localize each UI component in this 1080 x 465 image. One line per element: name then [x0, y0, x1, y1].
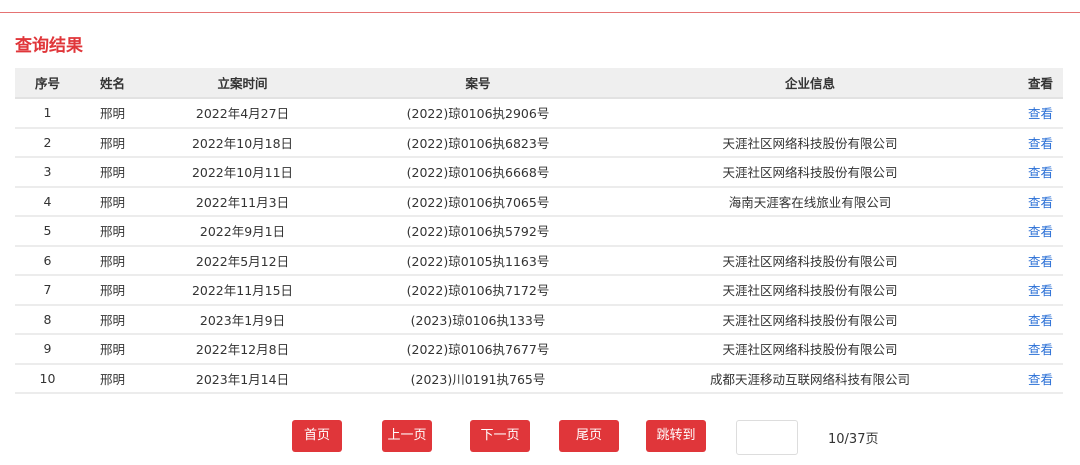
- view-link[interactable]: 查看: [1004, 334, 1063, 365]
- row-company: 天涯社区网络科技股份有限公司: [616, 304, 1004, 335]
- prev-page-button[interactable]: 上一页: [382, 420, 432, 452]
- header-name: 姓名: [80, 68, 145, 99]
- row-name: 邢明: [80, 245, 145, 276]
- row-company: 天涯社区网络科技股份有限公司: [616, 127, 1004, 158]
- row-date: 2023年1月14日: [145, 363, 340, 394]
- row-name: 邢明: [80, 157, 145, 188]
- row-no: 5: [15, 216, 80, 247]
- row-no: 9: [15, 334, 80, 365]
- row-name: 邢明: [80, 186, 145, 217]
- row-date: 2022年10月11日: [145, 157, 340, 188]
- table-row: 1 邢明 2022年4月27日 (2022)琼0106执2906号 查看: [15, 98, 1063, 129]
- row-company: [616, 98, 1004, 129]
- row-no: 2: [15, 127, 80, 158]
- row-company: 成都天涯移动互联网络科技有限公司: [616, 363, 1004, 394]
- row-name: 邢明: [80, 334, 145, 365]
- view-link[interactable]: 查看: [1004, 275, 1063, 306]
- table-row: 3 邢明 2022年10月11日 (2022)琼0106执6668号 天涯社区网络科技股…: [15, 157, 1063, 188]
- table-row: 6 邢明 2022年5月12日 (2022)琼0105执1163号 天涯社区网络科技股份…: [15, 245, 1063, 276]
- row-case-number: (2022)琼0105执1163号: [340, 245, 616, 276]
- jump-button[interactable]: 跳转到: [646, 420, 706, 452]
- row-no: 8: [15, 304, 80, 335]
- table-row: 9 邢明 2022年12月8日 (2022)琼0106执7677号 天涯社区网络科技股份…: [15, 334, 1063, 365]
- row-name: 邢明: [80, 216, 145, 247]
- row-name: 邢明: [80, 363, 145, 394]
- row-case-number: (2022)琼0106执6668号: [340, 157, 616, 188]
- row-case-number: (2022)琼0106执7172号: [340, 275, 616, 306]
- row-date: 2022年9月1日: [145, 216, 340, 247]
- row-company: 天涯社区网络科技股份有限公司: [616, 334, 1004, 365]
- row-date: 2022年5月12日: [145, 245, 340, 276]
- table-row: 5 邢明 2022年9月1日 (2022)琼0106执5792号 查看: [15, 216, 1063, 247]
- row-case-number: (2022)琼0106执7065号: [340, 186, 616, 217]
- row-case-number: (2022)琼0106执2906号: [340, 98, 616, 129]
- header-no: 序号: [15, 68, 80, 99]
- first-page-button[interactable]: 首页: [292, 420, 342, 452]
- row-company: 天涯社区网络科技股份有限公司: [616, 157, 1004, 188]
- table-header: 序号 姓名 立案时间 案号 企业信息 查看: [15, 68, 1063, 99]
- row-name: 邢明: [80, 127, 145, 158]
- row-no: 3: [15, 157, 80, 188]
- row-date: 2022年10月18日: [145, 127, 340, 158]
- next-page-button[interactable]: 下一页: [470, 420, 530, 452]
- table-row: 4 邢明 2022年11月3日 (2022)琼0106执7065号 海南天涯客在线旅业有…: [15, 186, 1063, 217]
- row-no: 4: [15, 186, 80, 217]
- view-link[interactable]: 查看: [1004, 304, 1063, 335]
- view-link[interactable]: 查看: [1004, 186, 1063, 217]
- table-row: 7 邢明 2022年11月15日 (2022)琼0106执7172号 天涯社区网络科技股…: [15, 275, 1063, 306]
- view-link[interactable]: 查看: [1004, 363, 1063, 394]
- row-name: 邢明: [80, 304, 145, 335]
- row-company: 海南天涯客在线旅业有限公司: [616, 186, 1004, 217]
- row-case-number: (2022)琼0106执6823号: [340, 127, 616, 158]
- row-date: 2022年12月8日: [145, 334, 340, 365]
- row-company: [616, 216, 1004, 247]
- row-date: 2023年1月9日: [145, 304, 340, 335]
- page-info: 10/37页: [828, 432, 879, 447]
- view-link[interactable]: 查看: [1004, 98, 1063, 129]
- page-title: 查询结果: [15, 36, 83, 56]
- header-case: 案号: [340, 68, 616, 99]
- table-row: 10 邢明 2023年1月14日 (2023)川0191执765号 成都天涯移动互联网络…: [15, 363, 1063, 394]
- row-case-number: (2022)琼0106执7677号: [340, 334, 616, 365]
- row-no: 1: [15, 98, 80, 129]
- row-case-number: (2023)琼0106执133号: [340, 304, 616, 335]
- view-link[interactable]: 查看: [1004, 245, 1063, 276]
- row-no: 10: [15, 363, 80, 394]
- header-date: 立案时间: [145, 68, 340, 99]
- header-view: 查看: [1004, 68, 1063, 99]
- row-name: 邢明: [80, 275, 145, 306]
- header-company: 企业信息: [616, 68, 1004, 99]
- row-company: 天涯社区网络科技股份有限公司: [616, 275, 1004, 306]
- top-divider: [0, 12, 1080, 13]
- row-date: 2022年11月15日: [145, 275, 340, 306]
- table-row: 2 邢明 2022年10月18日 (2022)琼0106执6823号 天涯社区网络科技股…: [15, 127, 1063, 158]
- row-date: 2022年4月27日: [145, 98, 340, 129]
- jump-page-input[interactable]: [736, 420, 798, 455]
- row-date: 2022年11月3日: [145, 186, 340, 217]
- row-case-number: (2023)川0191执765号: [340, 363, 616, 394]
- view-link[interactable]: 查看: [1004, 216, 1063, 247]
- view-link[interactable]: 查看: [1004, 157, 1063, 188]
- row-no: 6: [15, 245, 80, 276]
- row-company: 天涯社区网络科技股份有限公司: [616, 245, 1004, 276]
- last-page-button[interactable]: 尾页: [559, 420, 619, 452]
- row-name: 邢明: [80, 98, 145, 129]
- table-row: 8 邢明 2023年1月9日 (2023)琼0106执133号 天涯社区网络科技股份有限…: [15, 304, 1063, 335]
- row-no: 7: [15, 275, 80, 306]
- results-table: 序号 姓名 立案时间 案号 企业信息 查看 1 邢明 2022年4月27日 (2022…: [15, 68, 1063, 394]
- row-case-number: (2022)琼0106执5792号: [340, 216, 616, 247]
- view-link[interactable]: 查看: [1004, 127, 1063, 158]
